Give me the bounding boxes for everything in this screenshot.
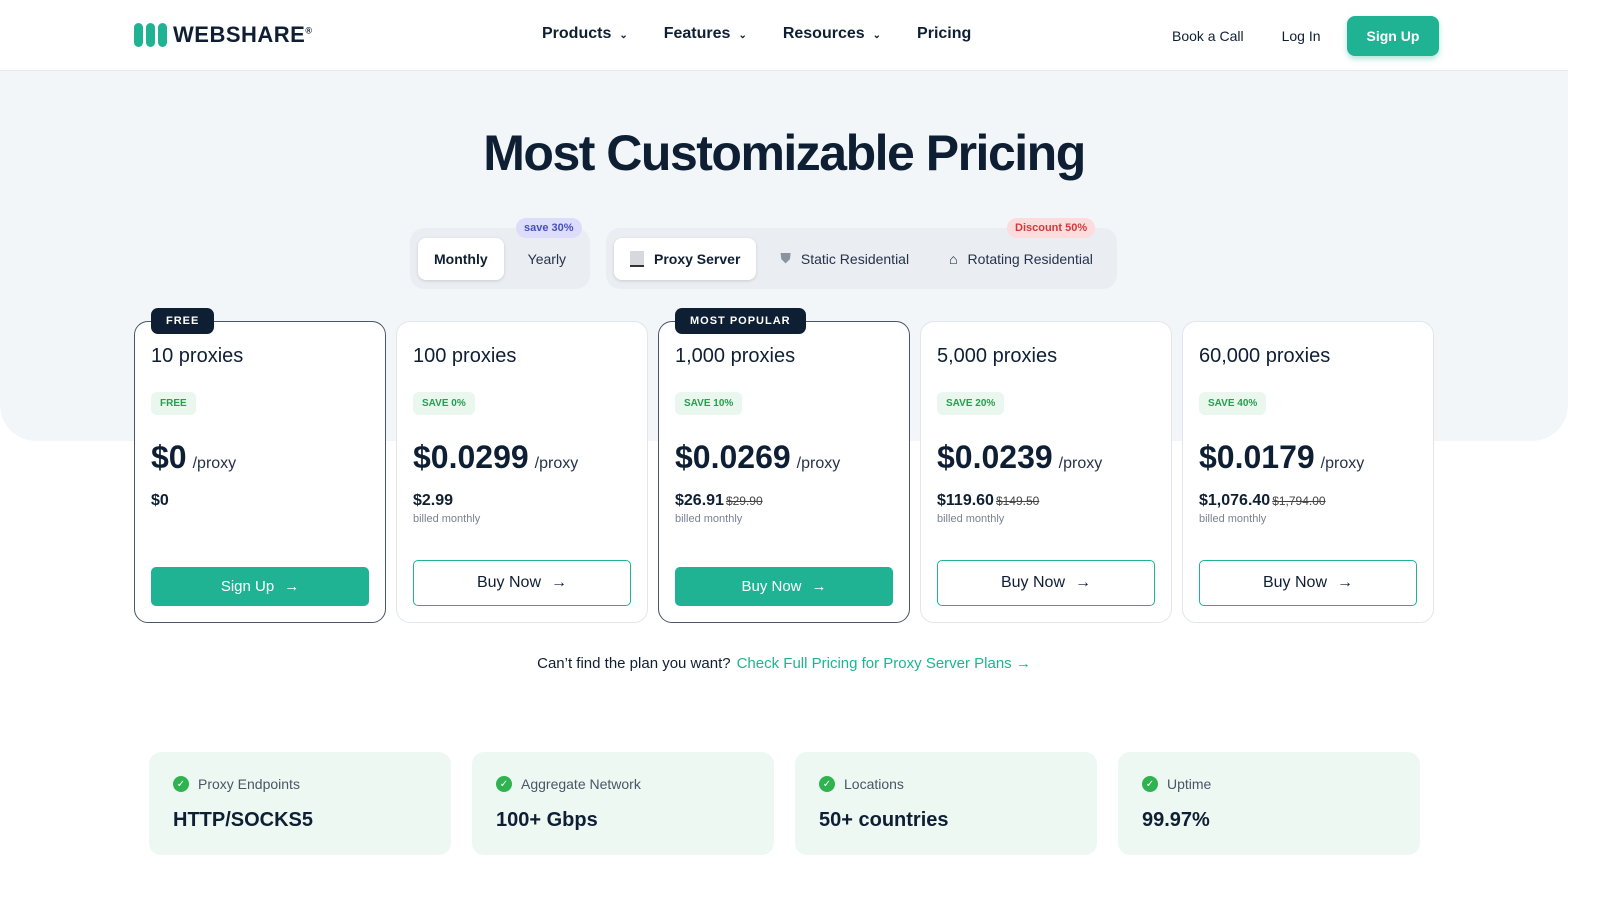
- total-price: $0: [151, 492, 169, 509]
- plan-quantity: 5,000 proxies: [937, 345, 1058, 367]
- check-circle-icon: ✓: [819, 776, 835, 792]
- check-circle-icon: ✓: [1142, 776, 1158, 792]
- unit-price: $0: [151, 439, 187, 475]
- chevron-down-icon: ⌄: [619, 30, 628, 41]
- product-static-residential[interactable]: ⛊ Static Residential: [780, 250, 910, 267]
- billing-note: billed monthly: [1199, 513, 1267, 525]
- shield-icon: ⛊: [780, 250, 791, 266]
- book-call-link[interactable]: Book a Call: [1172, 28, 1244, 44]
- billing-monthly[interactable]: Monthly: [418, 237, 504, 280]
- billing-note: billed monthly: [937, 513, 1005, 525]
- price-unit: /proxy: [1058, 455, 1103, 472]
- signup-button[interactable]: Sign Up: [1346, 16, 1440, 56]
- plan-cta-button[interactable]: Buy Now →: [675, 567, 893, 606]
- yearly-save-badge: save 30%: [516, 218, 582, 238]
- billing-note: billed monthly: [413, 513, 481, 525]
- feature-label: Locations: [844, 776, 904, 792]
- chevron-down-icon: ⌄: [738, 30, 747, 41]
- arrow-right-icon: →: [284, 578, 300, 595]
- plan-card: 60,000 proxies SAVE 40% $0.0179/proxy $1…: [1182, 321, 1434, 623]
- plan-cta-button[interactable]: Sign Up →: [151, 567, 369, 606]
- old-price: $149.50: [995, 494, 1040, 508]
- unit-price: $0.0299: [413, 439, 529, 475]
- arrow-right-icon: →: [1015, 655, 1031, 672]
- check-circle-icon: ✓: [496, 776, 512, 792]
- feature-value: 99.97%: [1142, 809, 1210, 831]
- save-badge: SAVE 10%: [675, 392, 743, 415]
- unit-price: $0.0269: [675, 439, 791, 475]
- unit-price: $0.0239: [937, 439, 1053, 475]
- logo[interactable]: WEBSHARE®: [134, 22, 312, 48]
- feature-value: 100+ Gbps: [496, 809, 598, 831]
- feature-label: Aggregate Network: [521, 776, 641, 792]
- billing-yearly[interactable]: Yearly: [527, 250, 567, 267]
- house-icon: ⌂: [949, 250, 958, 267]
- nav-products[interactable]: Products ⌄: [542, 25, 628, 42]
- more-plans: Can’t find the plan you want? Check Full …: [537, 655, 1031, 672]
- feature-label: Uptime: [1167, 776, 1212, 792]
- price-unit: /proxy: [796, 455, 841, 472]
- arrow-right-icon: →: [551, 574, 568, 591]
- product-rotating-residential[interactable]: ⌂ Rotating Residential: [949, 250, 1093, 267]
- plan-quantity: 60,000 proxies: [1199, 345, 1331, 367]
- plan-quantity: 1,000 proxies: [675, 345, 796, 367]
- arrow-right-icon: →: [1337, 574, 1354, 591]
- feature-card: ✓ Aggregate Network 100+ Gbps: [472, 752, 774, 855]
- logo-icon: [134, 23, 167, 47]
- feature-value: HTTP/SOCKS5: [173, 809, 314, 831]
- feature-value: 50+ countries: [819, 809, 949, 831]
- arrow-right-icon: →: [811, 578, 827, 595]
- feature-label: Proxy Endpoints: [198, 776, 300, 792]
- check-circle-icon: ✓: [173, 776, 189, 792]
- page-title: Most Customizable Pricing: [483, 125, 1086, 181]
- feature-card: ✓ Locations 50+ countries: [795, 752, 1097, 855]
- total-price: $2.99: [413, 492, 454, 509]
- full-pricing-link[interactable]: Check Full Pricing for Proxy Server Plan…: [736, 655, 1031, 672]
- plan-quantity: 100 proxies: [413, 345, 517, 367]
- plan-tag: MOST POPULAR: [675, 308, 806, 334]
- unit-price: $0.0179: [1199, 439, 1315, 475]
- plan-card: MOST POPULAR 1,000 proxies SAVE 10% $0.02…: [658, 308, 910, 623]
- billing-toggle: Monthly Yearly: [410, 228, 591, 289]
- plan-card: 5,000 proxies SAVE 20% $0.0239/proxy $11…: [920, 321, 1172, 623]
- total-price: $119.60: [937, 492, 994, 509]
- product-toggle: Proxy Server ⛊ Static Residential ⌂ Rotati…: [606, 228, 1117, 289]
- arrow-right-icon: →: [1075, 574, 1092, 591]
- nav-pricing[interactable]: Pricing: [917, 25, 972, 42]
- plan-tag: FREE: [151, 308, 215, 334]
- save-badge: SAVE 20%: [937, 392, 1005, 415]
- feature-card: ✓ Uptime 99.97%: [1118, 752, 1420, 855]
- plan-card: 100 proxies SAVE 0% $0.0299/proxy $2.99 …: [396, 321, 648, 623]
- billing-note: billed monthly: [675, 513, 743, 525]
- billing-note: [151, 513, 369, 527]
- navbar: WEBSHARE® Products ⌄ Features ⌄ Resources ⌄…: [0, 0, 1568, 71]
- plan-cta-button[interactable]: Buy Now →: [1199, 560, 1417, 606]
- plan-cta-button[interactable]: Buy Now →: [937, 560, 1155, 606]
- brand-name: WEBSHARE: [173, 22, 306, 47]
- feature-card: ✓ Proxy Endpoints HTTP/SOCKS5: [149, 752, 451, 855]
- save-badge: SAVE 40%: [1199, 392, 1267, 415]
- plan-cta-button[interactable]: Buy Now →: [413, 560, 631, 606]
- plan-quantity: 10 proxies: [151, 345, 244, 367]
- price-unit: /proxy: [192, 455, 237, 472]
- login-link[interactable]: Log In: [1281, 28, 1321, 44]
- product-proxy-server[interactable]: Proxy Server: [614, 237, 757, 280]
- nav-features[interactable]: Features ⌄: [663, 25, 747, 42]
- chevron-down-icon: ⌄: [872, 30, 882, 41]
- nav-resources[interactable]: Resources ⌄: [782, 25, 882, 42]
- price-unit: /proxy: [534, 455, 579, 472]
- price-unit: /proxy: [1320, 455, 1365, 472]
- discount-badge: Discount 50%: [1007, 218, 1096, 238]
- save-badge: SAVE 0%: [413, 392, 475, 415]
- registered-mark: ®: [305, 25, 313, 36]
- total-price: $26.91: [675, 492, 724, 509]
- old-price: $1,794.00: [1272, 494, 1326, 508]
- save-badge: FREE: [151, 392, 196, 415]
- plan-card: FREE 10 proxies FREE $0/proxy $0 Sign Up →: [134, 308, 386, 623]
- server-icon: [630, 250, 644, 267]
- old-price: $29.90: [725, 494, 763, 508]
- total-price: $1,076.40: [1199, 492, 1271, 509]
